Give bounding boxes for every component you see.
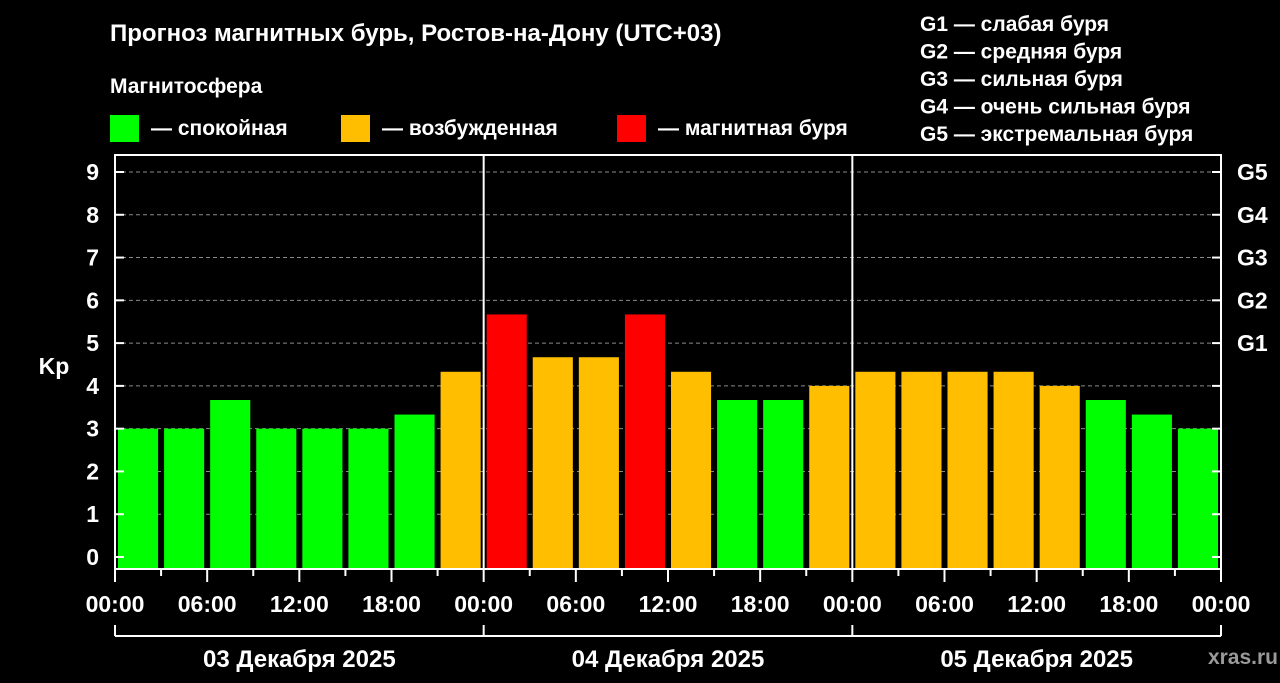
legend-label-2: — магнитная буря <box>658 117 848 140</box>
y-tick-label-8: 8 <box>86 202 99 228</box>
day-label-2: 05 Декабря 2025 <box>940 646 1133 673</box>
x-tick-label-11: 18:00 <box>1099 591 1158 617</box>
day-label-1: 04 Декабря 2025 <box>572 646 765 673</box>
bar-16 <box>855 371 896 569</box>
g-level-4: G4 — очень сильная буря <box>920 96 1190 119</box>
bar-11 <box>624 314 665 569</box>
legend: — спокойная — возбужденная — магнитная бур… <box>110 115 848 142</box>
bar-5 <box>348 428 389 569</box>
x-tick-label-3: 18:00 <box>362 591 421 617</box>
bars <box>118 314 1218 569</box>
bar-23 <box>1177 428 1218 569</box>
bar-14 <box>763 400 804 569</box>
chart-subtitle: Магнитосфера <box>110 75 263 98</box>
g-levels-legend: G1 — слабая буря G2 — средняя буря G3 — си… <box>920 13 1193 146</box>
day-label-0: 03 Декабря 2025 <box>203 646 396 673</box>
watermark: xras.ru <box>1208 646 1278 669</box>
g-level-2: G2 — средняя буря <box>920 41 1122 64</box>
g-axis: G1 G2 G3 G4 G5 <box>1212 159 1268 558</box>
g-level-3: G3 — сильная буря <box>920 68 1123 91</box>
y-tick-label-2: 2 <box>86 458 99 484</box>
x-tick-label-5: 06:00 <box>546 591 605 617</box>
x-tick-label-10: 12:00 <box>1007 591 1066 617</box>
y-tick-label-1: 1 <box>86 501 99 527</box>
x-tick-label-12: 00:00 <box>1192 591 1251 617</box>
bar-3 <box>256 428 297 569</box>
bar-6 <box>394 414 435 569</box>
x-tick-label-0: 00:00 <box>86 591 145 617</box>
bar-17 <box>901 371 942 569</box>
y-tick-label-4: 4 <box>86 373 99 399</box>
legend-swatch-1 <box>341 115 370 142</box>
g-tick-label-G1: G1 <box>1237 330 1268 356</box>
bar-20 <box>1039 385 1080 569</box>
g-tick-label-G5: G5 <box>1237 159 1268 185</box>
x-tick-label-2: 12:00 <box>270 591 329 617</box>
bar-7 <box>440 371 481 569</box>
y-tick-label-5: 5 <box>86 330 99 356</box>
bar-18 <box>947 371 988 569</box>
legend-swatch-0 <box>110 115 139 142</box>
grid <box>115 171 1221 515</box>
x-tick-label-8: 00:00 <box>823 591 882 617</box>
x-axis: 00:00 06:00 12:00 18:00 00:00 06:00 12:00 18:00… <box>86 569 1251 617</box>
day-labels: 03 Декабря 2025 04 Декабря 2025 05 Декабря… <box>114 625 1222 673</box>
y-tick-label-9: 9 <box>86 159 99 185</box>
bar-0 <box>118 428 159 569</box>
bar-8 <box>486 314 527 569</box>
g-level-1: G1 — слабая буря <box>920 13 1109 36</box>
bar-4 <box>302 428 343 569</box>
bar-22 <box>1131 414 1172 569</box>
x-tick-label-1: 06:00 <box>178 591 237 617</box>
x-tick-label-4: 00:00 <box>454 591 513 617</box>
bar-19 <box>993 371 1034 569</box>
bar-12 <box>671 371 712 569</box>
x-tick-label-9: 06:00 <box>915 591 974 617</box>
bar-21 <box>1085 400 1126 569</box>
y-tick-label-0: 0 <box>86 544 99 570</box>
y-axis: 0 1 2 3 4 5 6 7 8 9 <box>86 159 124 570</box>
g-tick-label-G3: G3 <box>1237 245 1268 271</box>
y-tick-label-7: 7 <box>86 245 99 271</box>
y-tick-label-3: 3 <box>86 416 99 442</box>
legend-label-1: — возбужденная <box>382 117 558 140</box>
y-axis-label: Kp <box>39 353 70 379</box>
g-tick-label-G2: G2 <box>1237 287 1268 313</box>
bar-10 <box>578 357 619 569</box>
x-tick-label-6: 12:00 <box>639 591 698 617</box>
g-level-5: G5 — экстремальная буря <box>920 123 1193 146</box>
bar-9 <box>532 357 573 569</box>
g-tick-label-G4: G4 <box>1237 202 1268 228</box>
legend-swatch-2 <box>617 115 646 142</box>
bar-13 <box>717 400 758 569</box>
bar-2 <box>210 400 251 569</box>
bar-15 <box>809 385 850 569</box>
y-tick-label-6: 6 <box>86 287 99 313</box>
x-tick-label-7: 18:00 <box>731 591 790 617</box>
chart-title: Прогноз магнитных бурь, Ростов-на-Дону (… <box>110 20 721 47</box>
bar-1 <box>164 428 205 569</box>
legend-label-0: — спокойная <box>151 117 288 140</box>
